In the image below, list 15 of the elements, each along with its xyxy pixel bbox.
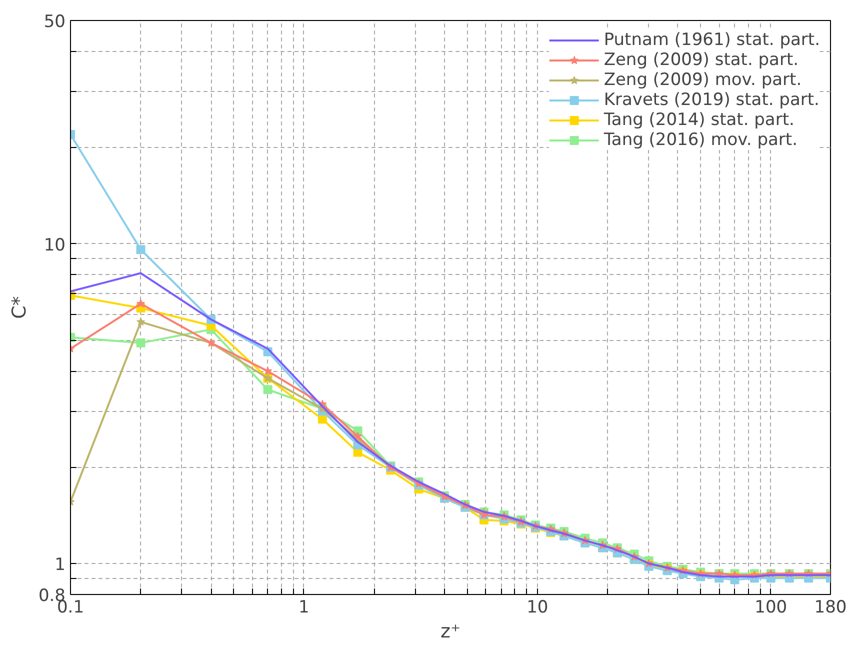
y-tick-label: 1 xyxy=(54,555,66,576)
x-tick-label: 10 xyxy=(526,598,548,618)
x-axis-title: z⁺ xyxy=(440,620,461,642)
y-axis-title: C* xyxy=(8,296,30,319)
x-tick-label: 1 xyxy=(298,598,310,618)
x-tick-label: 180 xyxy=(814,598,847,618)
x-tick-label: 100 xyxy=(754,598,788,618)
legend-label: Zeng (2009) mov. part. xyxy=(604,70,802,90)
legend-label: Putnam (1961) stat. part. xyxy=(604,30,820,50)
legend-label: Tang (2016) mov. part. xyxy=(604,130,798,150)
legend-label: Tang (2014) stat. part. xyxy=(604,110,794,130)
y-tick-label: 10 xyxy=(44,235,66,256)
y-tick-label: 50 xyxy=(44,12,66,32)
legend-label: Zeng (2009) stat. part. xyxy=(604,50,799,70)
legend-label: Kravets (2019) stat. part. xyxy=(604,90,820,110)
